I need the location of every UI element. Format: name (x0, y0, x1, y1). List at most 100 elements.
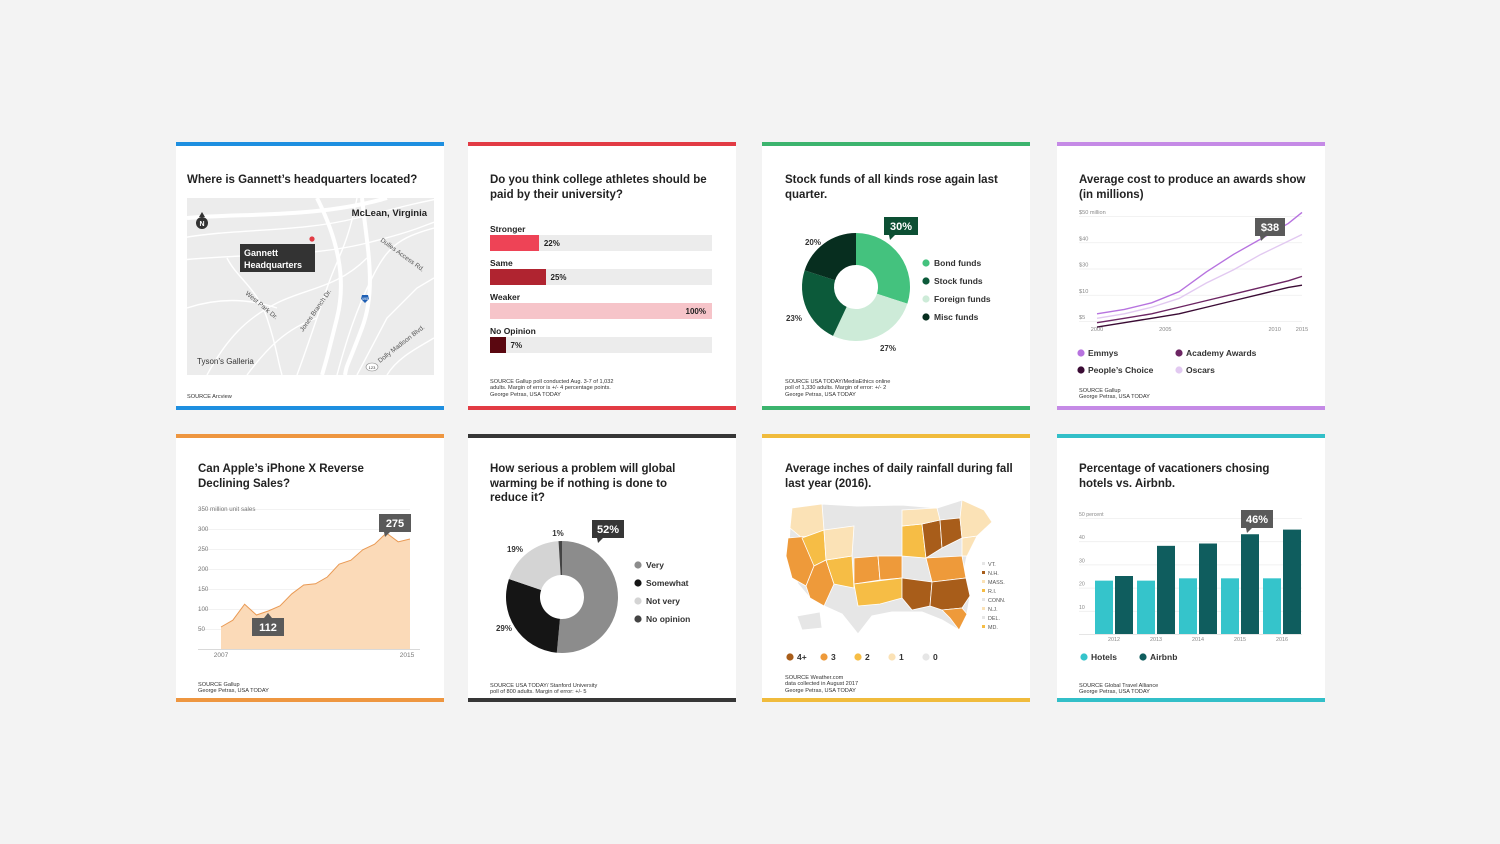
slice-value-label: 19% (507, 545, 523, 554)
state-swatch (982, 607, 985, 610)
callout-pointer (264, 613, 272, 618)
card-title: Where is Gannett’s headquarters located? (187, 174, 418, 186)
grouped-bar-chart: 50 percent 40 30 20 10 2012 2013 2014 2015 2016 46… (1079, 510, 1302, 662)
bar (1241, 534, 1259, 634)
card-athletes-pay: Do you think college athletes should be … (468, 142, 736, 410)
hq-label-line-2: Headquarters (244, 260, 302, 270)
legend-swatch (854, 653, 862, 661)
bar-value-label: 25% (550, 273, 567, 282)
slice-value-label: 29% (496, 624, 512, 633)
callout-label: 30% (890, 221, 912, 233)
legend-swatch (1139, 653, 1147, 661)
legend-label: 1 (899, 652, 904, 662)
bar-track: 7% (490, 337, 712, 353)
legend-swatch (922, 259, 930, 267)
legend-label: Somewhat (646, 578, 689, 588)
hq-label-line-1: Gannett (244, 248, 278, 258)
bar (1283, 529, 1301, 634)
card-global-warming: How serious a problem will global warmin… (468, 434, 736, 702)
legend-swatch (922, 313, 930, 321)
bar-track: 100% (490, 303, 712, 319)
bar (490, 269, 546, 285)
legend-label: Academy Awards (1186, 348, 1257, 358)
bar (1137, 580, 1155, 634)
state-label: DEL. (988, 616, 1000, 622)
state-label: N.H. (988, 571, 999, 577)
donut-chart: 29% 19% 1% Very Somewhat Not very No opinion 52… (496, 520, 690, 653)
y-tick-label: 50 percent (1079, 512, 1104, 518)
state-swatch (982, 625, 985, 628)
area-fill (221, 533, 410, 649)
card-title: Do you think college athletes should be … (490, 174, 707, 201)
mall-label: Tyson’s Galleria (197, 357, 254, 366)
series-line (1096, 275, 1303, 324)
y-tick-label: 30 (1079, 558, 1085, 564)
bar-value-label: 22% (543, 239, 560, 248)
bar-category-label: Weaker (490, 292, 521, 302)
callout-label: 112 (259, 622, 277, 634)
bar (1179, 578, 1197, 634)
x-tick-label: 2007 (214, 652, 229, 659)
y-tick-label: 20 (1079, 582, 1085, 588)
bar-category-label: Stronger (490, 224, 526, 234)
interstate-shield-icon (361, 295, 369, 303)
legend-swatch (820, 653, 828, 661)
pie-slice (856, 233, 910, 304)
state-label: R.I. (988, 589, 996, 595)
card-headquarters-map: Where is Gannett’s headquarters located? (176, 142, 444, 410)
locator-map: N McLean, Virginia Gannett Headquarters … (187, 198, 434, 375)
bar-category-label: No Opinion (490, 326, 536, 336)
y-tick-label: 50 (198, 626, 205, 633)
callout-label: 52% (597, 524, 619, 536)
legend-swatch (1077, 349, 1085, 357)
state-swatch (982, 616, 985, 619)
source-note: SOURCE Global Travel Alliance George Pet… (1079, 683, 1159, 696)
source-note: SOURCE USA TODAY/ Stanford University po… (490, 683, 598, 696)
y-tick-label: 300 (198, 526, 209, 533)
series-line (1096, 284, 1303, 328)
y-tick-label: 250 (198, 546, 209, 553)
hq-label-box (240, 244, 315, 272)
x-tick-label: 2010 (1268, 327, 1280, 333)
place-label: McLean, Virginia (352, 208, 428, 219)
road-label: Jones Branch Dr. (299, 288, 333, 333)
legend-swatch (1077, 366, 1085, 374)
road-label: West Park Dr. (244, 290, 279, 321)
bar-row: Stronger 22% (490, 224, 712, 251)
bar (490, 235, 539, 251)
legend-swatch (888, 653, 896, 661)
callout-pointer (597, 538, 603, 543)
state-swatch (982, 589, 985, 592)
legend-swatch (922, 295, 930, 303)
area-chart: 350 million unit sales 300 250 200 150 100 50 2… (198, 506, 420, 659)
area-line (220, 532, 411, 628)
legend-swatch (634, 561, 642, 569)
state-label: VT. (988, 562, 996, 568)
pie-slice (802, 270, 847, 336)
bar-track: 22% (490, 235, 712, 251)
bar-category-label: Same (490, 258, 513, 268)
card-rainfall-map: Average inches of daily rainfall during … (762, 434, 1030, 702)
legend-swatch (634, 597, 642, 605)
source-note: SOURCE Weather.com data collected in Aug… (785, 675, 859, 694)
y-tick-label: 100 (198, 606, 209, 613)
legend-label: No opinion (646, 614, 690, 624)
legend-swatch (1175, 349, 1183, 357)
state-label: N.J. (988, 607, 998, 613)
y-tick-label: $50 million (1079, 210, 1106, 216)
bar (1199, 543, 1217, 634)
card-awards-cost: Average cost to produce an awards show (… (1057, 142, 1325, 410)
pie-slice (556, 541, 618, 653)
bar-track: 25% (490, 269, 712, 285)
pie-slice (804, 233, 856, 281)
legend-label: Very (646, 560, 664, 570)
state-label: MD. (988, 625, 998, 631)
pie-slice (508, 541, 561, 590)
callout-box (379, 514, 411, 532)
bar (1157, 545, 1175, 634)
callout-box (1241, 510, 1273, 528)
callout-box (592, 520, 624, 538)
legend-label: Hotels (1091, 652, 1117, 662)
bar-value-label: 7% (510, 341, 523, 350)
hq-marker-icon (309, 236, 315, 242)
